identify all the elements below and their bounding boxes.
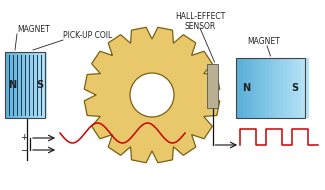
Bar (45, 52, 47, 118)
Bar (254, 58, 258, 118)
Bar (269, 58, 272, 118)
Bar (272, 58, 276, 118)
Text: MAGNET: MAGNET (17, 25, 50, 34)
Text: PICK-UP COIL: PICK-UP COIL (63, 31, 112, 40)
Bar (20, 52, 22, 118)
Bar (7, 52, 9, 118)
Bar (34, 52, 37, 118)
Bar (30, 52, 32, 118)
Bar (9, 52, 11, 118)
Bar (41, 52, 43, 118)
Bar (240, 58, 243, 118)
Bar (305, 58, 309, 118)
Text: +: + (20, 134, 28, 142)
Bar (24, 52, 26, 118)
Circle shape (130, 73, 174, 117)
Bar (26, 52, 28, 118)
Bar (18, 52, 20, 118)
Polygon shape (84, 27, 220, 163)
Bar (16, 52, 18, 118)
Text: N: N (242, 83, 250, 93)
Bar (37, 52, 39, 118)
Bar (287, 58, 291, 118)
Text: HALL-EFFECT
SENSOR: HALL-EFFECT SENSOR (175, 12, 225, 31)
Bar (207, 64, 218, 108)
Bar (301, 58, 305, 118)
Bar (5, 52, 45, 118)
Bar (258, 58, 261, 118)
Bar (28, 52, 30, 118)
Bar (247, 58, 251, 118)
Text: N: N (8, 80, 16, 90)
Bar (11, 52, 13, 118)
Bar (43, 52, 45, 118)
Bar (236, 58, 240, 118)
Bar (265, 58, 269, 118)
Bar (251, 58, 254, 118)
Bar (261, 58, 265, 118)
Bar (236, 58, 305, 118)
Text: S: S (291, 83, 298, 93)
Bar (291, 58, 294, 118)
Bar (294, 58, 298, 118)
Bar (39, 52, 41, 118)
Bar (280, 58, 283, 118)
Bar (243, 58, 247, 118)
Bar (13, 52, 16, 118)
Bar (276, 58, 280, 118)
Bar (5, 52, 7, 118)
Text: S: S (37, 80, 44, 90)
Bar (298, 58, 301, 118)
Bar (283, 58, 287, 118)
Bar (22, 52, 24, 118)
Text: MAGNET: MAGNET (247, 37, 280, 46)
Text: −: − (20, 146, 28, 154)
Bar (32, 52, 34, 118)
